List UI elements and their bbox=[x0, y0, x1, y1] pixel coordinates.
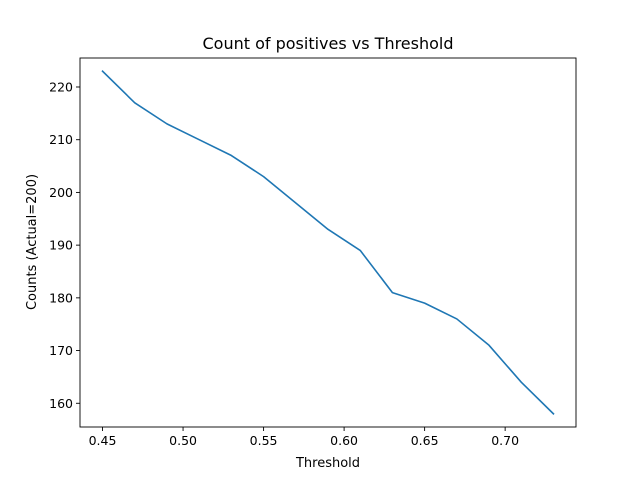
y-tick-label: 190 bbox=[49, 238, 73, 253]
x-tick-label: 0.70 bbox=[491, 433, 519, 448]
x-tick-label: 0.65 bbox=[411, 433, 439, 448]
y-tick-label: 200 bbox=[49, 185, 73, 200]
x-axis-label: Threshold bbox=[295, 456, 360, 471]
series-line-0 bbox=[101, 70, 555, 415]
x-tick-label: 0.45 bbox=[89, 433, 117, 448]
plot-area: 0.45 0.50 0.55 0.60 0.65 0.70 160 170 180 190 200 2… bbox=[49, 57, 577, 448]
chart-title: Count of positives vs Threshold bbox=[202, 34, 453, 53]
x-tick-label: 0.60 bbox=[330, 433, 358, 448]
y-tick-label: 220 bbox=[49, 79, 73, 94]
x-tick-label: 0.55 bbox=[250, 433, 278, 448]
y-tick-label: 180 bbox=[49, 290, 73, 305]
y-tick-label: 160 bbox=[49, 396, 73, 411]
plot-frame bbox=[79, 57, 577, 428]
y-tick-label: 210 bbox=[49, 132, 73, 147]
y-tick-label: 170 bbox=[49, 343, 73, 358]
y-axis-label: Counts (Actual=200) bbox=[25, 174, 40, 310]
x-tick-label: 0.50 bbox=[169, 433, 197, 448]
